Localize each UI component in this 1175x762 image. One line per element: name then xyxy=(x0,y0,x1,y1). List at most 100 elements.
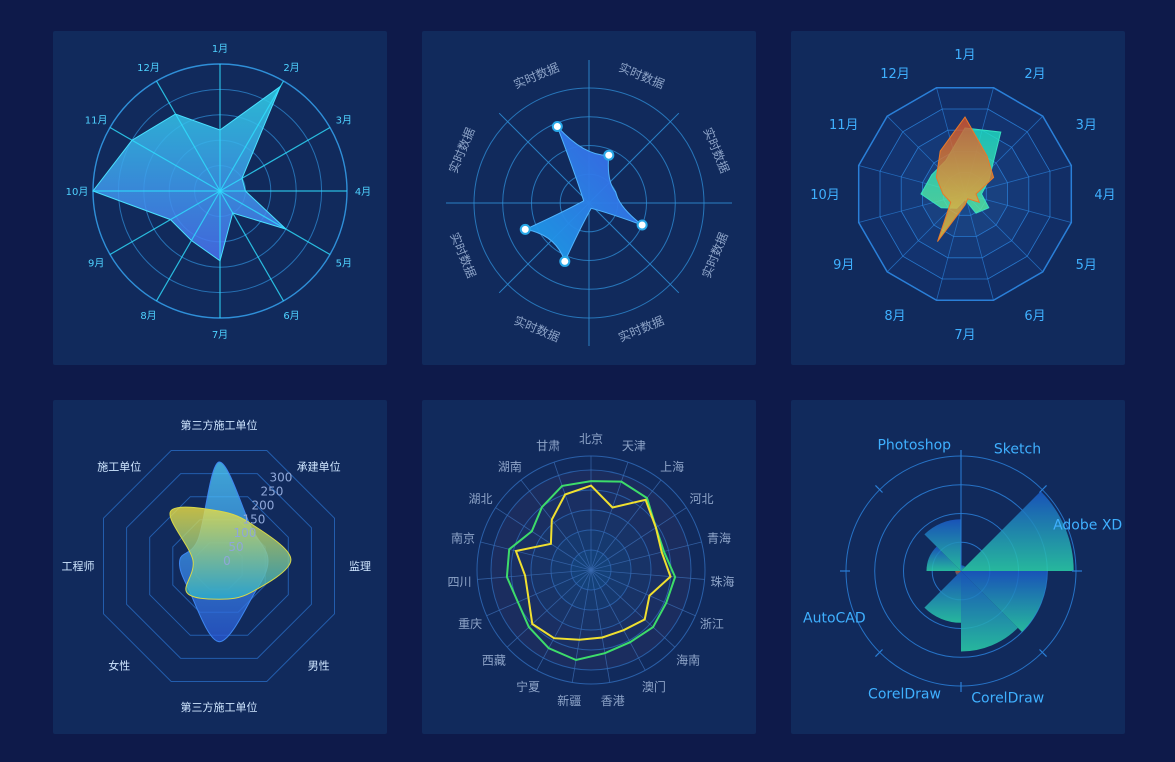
tick-label: 100 xyxy=(234,526,257,540)
category-label: 南京 xyxy=(451,531,475,546)
category-label: 1月 xyxy=(954,48,975,63)
category-label: 甘肃 xyxy=(536,439,560,453)
category-label: 承建单位 xyxy=(297,459,341,473)
category-label: 9月 xyxy=(833,258,854,273)
category-label: 8月 xyxy=(140,310,156,322)
polar-bar xyxy=(961,565,966,571)
data-point xyxy=(603,149,615,161)
axis-line xyxy=(590,569,696,617)
polar-bar xyxy=(961,571,1048,632)
category-label: 上海 xyxy=(660,459,684,474)
category-label: 北京 xyxy=(579,432,603,446)
category-label: 监理 xyxy=(349,560,371,573)
category-label: 12月 xyxy=(137,62,160,74)
tick-label: 300 xyxy=(269,471,292,485)
category-label: 9月 xyxy=(88,258,104,270)
axis-line xyxy=(486,569,592,617)
axis-line xyxy=(590,569,611,683)
category-label: 11月 xyxy=(829,118,859,133)
polar-bar xyxy=(955,571,961,576)
category-label: 2月 xyxy=(1024,67,1045,82)
category-label: 浙江 xyxy=(700,617,724,631)
category-label: 4月 xyxy=(355,186,371,198)
series-line xyxy=(514,484,672,641)
category-label: AutoCAD xyxy=(803,611,866,627)
category-label: 10月 xyxy=(810,188,840,203)
chart-panel-1: 1月 2月 3月 4月 5月 6月 7月 8月 9月 10月 11月 12月 xyxy=(53,31,387,365)
category-label: 6月 xyxy=(1024,309,1045,324)
category-label: 香港 xyxy=(601,694,625,708)
polar-bar xyxy=(924,571,961,623)
category-label: 第三方施工单位 xyxy=(181,700,258,714)
axis-line xyxy=(571,569,592,683)
month-dual-radar-chart: 1月 2月 3月 4月 5月 6月 7月 8月 9月 10月 11月 12月 xyxy=(810,48,1115,343)
category-label: 湖南 xyxy=(498,459,522,474)
category-label: 重庆 xyxy=(458,617,482,631)
category-label: 8月 xyxy=(884,309,905,324)
axis-line xyxy=(590,569,705,580)
category-label: 2月 xyxy=(283,62,299,74)
category-label: 西藏 xyxy=(482,653,506,667)
axis-tick xyxy=(1039,649,1047,657)
category-label: 第三方施工单位 xyxy=(181,418,258,432)
axis-tick xyxy=(875,485,883,493)
category-label: 澳门 xyxy=(642,679,666,694)
category-label: 青海 xyxy=(707,531,731,546)
category-label: 实时数据 xyxy=(445,125,477,175)
axis-line xyxy=(553,462,592,571)
category-label: 10月 xyxy=(66,186,89,198)
category-label: CorelDraw xyxy=(868,687,941,703)
axis-line xyxy=(109,190,221,256)
axis-line xyxy=(590,507,687,571)
category-label: 1月 xyxy=(212,43,228,55)
category-label: Adobe XD xyxy=(1053,517,1122,533)
data-point xyxy=(636,219,648,231)
category-label: 4月 xyxy=(1094,188,1115,203)
axis-line xyxy=(590,569,676,648)
category-label: 5月 xyxy=(336,258,352,270)
axis-tick xyxy=(1039,485,1047,493)
category-label: 7月 xyxy=(212,329,228,341)
category-label: 宁夏 xyxy=(516,679,540,694)
workforce-radar-chart: 050100150200250300第三方施工单位承建单位监理男性第三方施工单位… xyxy=(62,418,372,714)
series-area xyxy=(935,116,995,242)
software-polar-bar-chart: Sketch Adobe XD CorelDraw CorelDraw AutoCAD P… xyxy=(803,437,1122,707)
axis-line xyxy=(495,507,592,571)
category-label: 天津 xyxy=(622,439,646,453)
series-area xyxy=(169,506,292,600)
grid-ring xyxy=(126,473,312,659)
axis-line xyxy=(219,190,285,302)
category-label: 女性 xyxy=(108,659,130,673)
category-label: 湖北 xyxy=(468,491,492,506)
chart-panel-5: 北京 天津 上海 河北 青海 珠海 浙江 海南 澳门 香港 新疆 宁夏 西藏 重庆 四川 南京 湖北 湖南 甘肃 xyxy=(422,400,756,734)
category-label: 河北 xyxy=(689,492,713,506)
axis-line xyxy=(590,479,662,571)
axis-line xyxy=(480,541,592,571)
polar-bar xyxy=(961,571,1018,652)
axis-line xyxy=(219,126,331,192)
axis-line xyxy=(520,479,592,571)
data-point xyxy=(551,121,563,133)
axis-line xyxy=(109,126,221,192)
tick-label: 200 xyxy=(251,498,274,512)
axis-line xyxy=(588,202,680,294)
category-label: CorelDraw xyxy=(971,691,1044,707)
chart-panel-2: 实时数据 实时数据 实时数据 实时数据 实时数据 实时数据 实时数据 实时数据 xyxy=(422,31,756,365)
tick-label: 150 xyxy=(242,512,265,526)
tick-label: 50 xyxy=(228,540,243,554)
category-label: 新疆 xyxy=(557,693,581,708)
month-radar-chart: 1月 2月 3月 4月 5月 6月 7月 8月 9月 10月 11月 12月 xyxy=(66,43,372,341)
axis-line xyxy=(536,569,592,671)
axis-line xyxy=(590,569,646,671)
data-point xyxy=(559,255,571,267)
category-label: 施工单位 xyxy=(97,459,141,473)
category-label: 12月 xyxy=(880,67,910,82)
axis-line xyxy=(964,193,994,301)
axis-line xyxy=(219,190,331,256)
chart-panel-3: 1月 2月 3月 4月 5月 6月 7月 8月 9月 10月 11月 12月 xyxy=(791,31,1125,365)
category-label: 实时数据 xyxy=(699,230,731,280)
tick-label: 0 xyxy=(223,554,231,568)
axis-line xyxy=(498,112,590,204)
